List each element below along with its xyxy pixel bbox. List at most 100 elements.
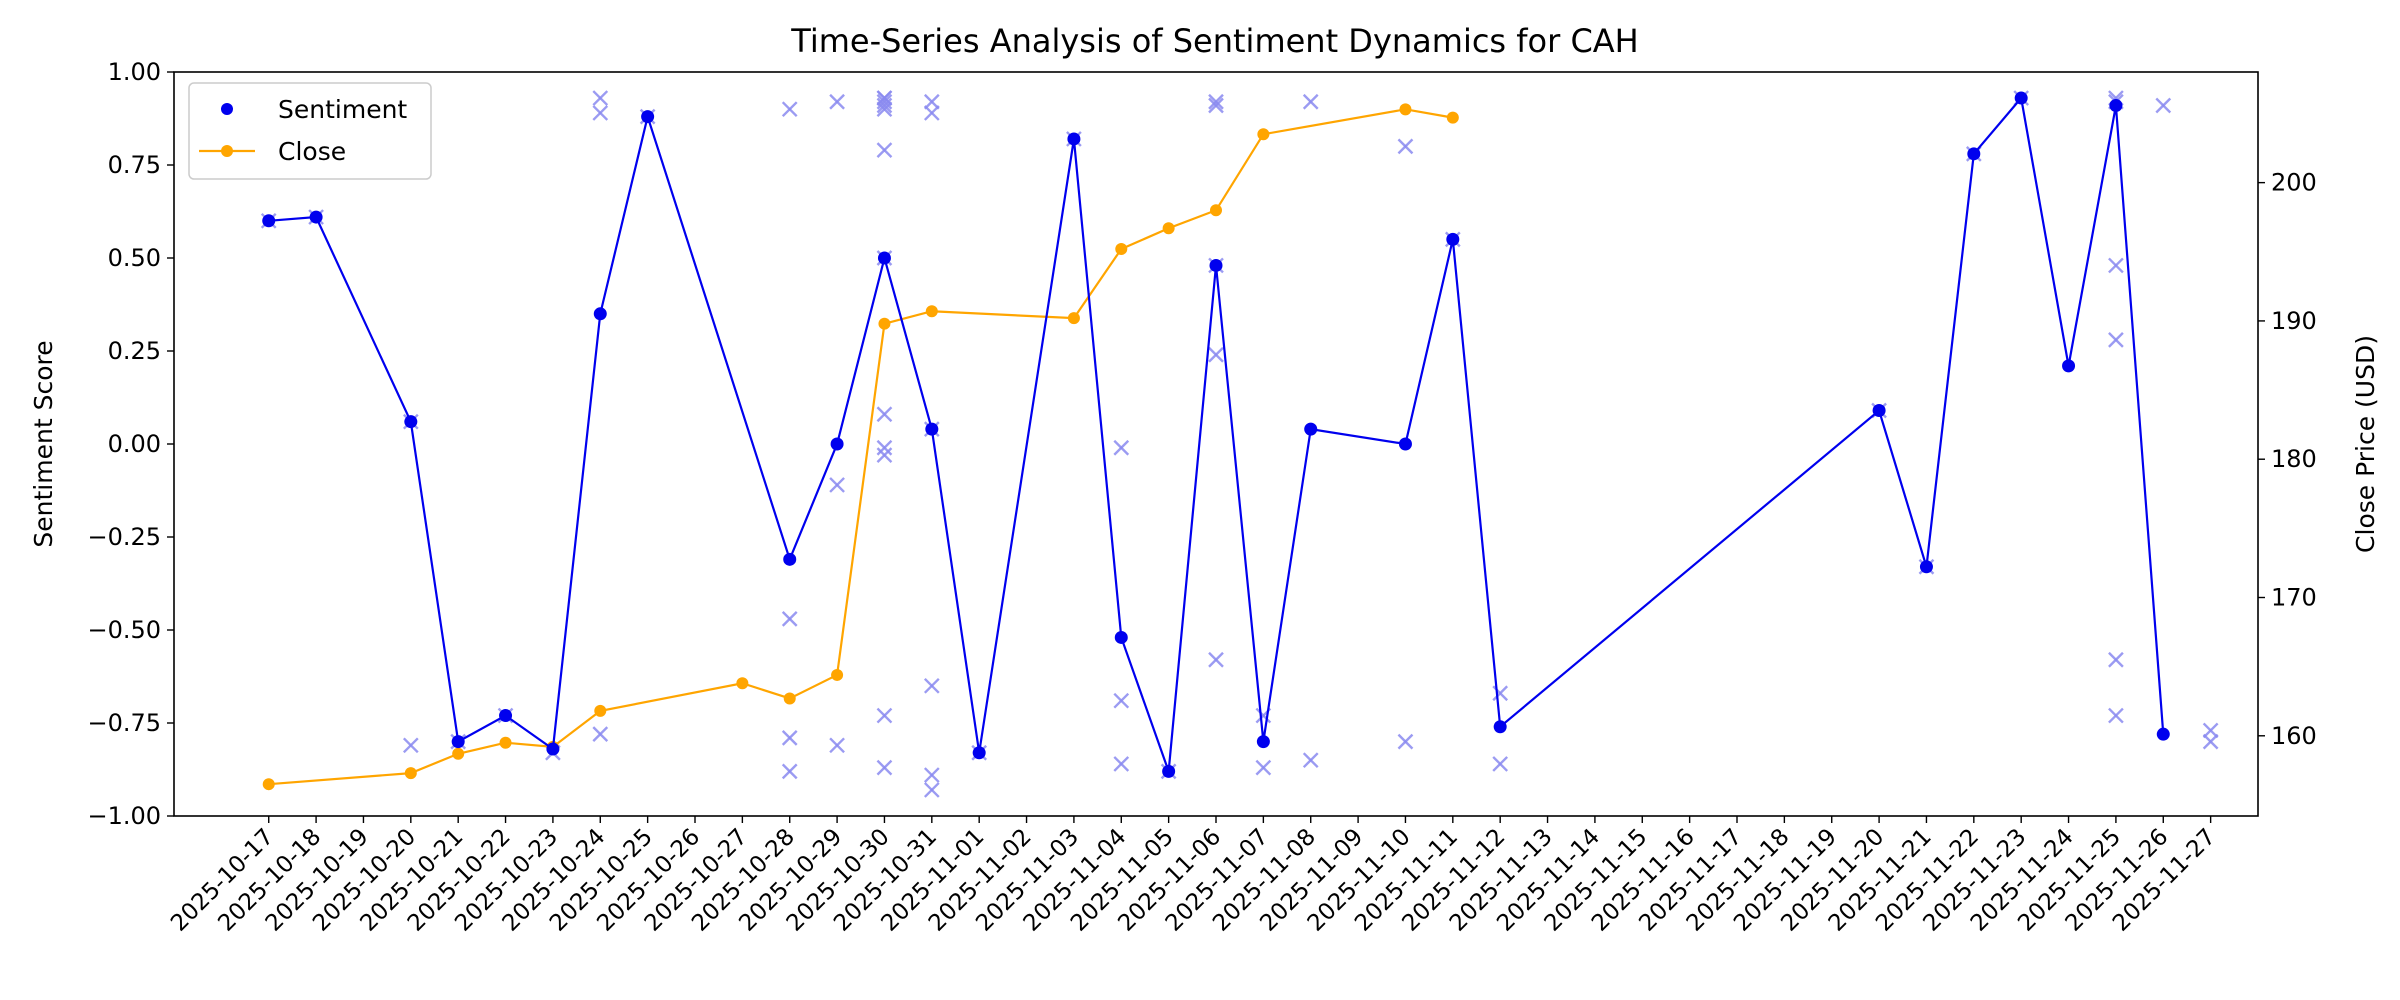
raw-score-stroke [2108,257,2124,274]
sentiment-point [593,307,607,321]
y-right-tick-label: 200 [2271,169,2317,197]
raw-score-marker [1113,692,1130,709]
close-point [1399,103,1412,116]
sentiment-point [877,251,891,265]
raw-score-marker [876,142,893,158]
sentiment-point [404,415,418,429]
raw-score-stroke [592,105,609,121]
raw-score-stroke [923,767,940,783]
raw-score-stroke [2108,651,2124,668]
raw-score-marker [1397,733,1414,750]
close-series [262,103,1459,791]
raw-score-marker [876,759,893,776]
y-left-tick-label: 1.00 [108,58,161,86]
raw-score-stroke [1492,685,1509,702]
sentiment-point [1967,147,1981,161]
sentiment-point [262,214,276,228]
raw-score-stroke [2202,733,2219,750]
close-point [452,747,465,760]
raw-score-stroke [923,782,940,798]
close-point [783,692,796,705]
raw-score-marker [781,101,798,118]
close-point [1257,128,1270,141]
raw-score-stroke [876,406,893,423]
y-right-tick-label: 170 [2271,584,2317,612]
sentiment-point [925,422,939,436]
raw-score-stroke [781,610,798,627]
raw-score-marker [876,406,893,423]
raw-score-stroke [1492,756,1509,772]
raw-score-marker [876,90,893,106]
raw-score-stroke [876,93,893,110]
sentiment-point [499,709,513,723]
y-left-tick-label: 0.25 [108,337,161,365]
y-left-tick-label: −0.25 [87,523,161,551]
raw-score-marker [1208,346,1224,363]
sentiment-series [262,91,2170,778]
raw-score-marker [1397,138,1414,155]
raw-score-stroke [781,730,798,746]
raw-score-marker [2108,707,2124,724]
raw-score-stroke [1302,93,1319,110]
y-left-tick-label: −0.75 [87,709,161,737]
sentiment-point [2156,727,2170,741]
raw-score-marker [876,93,893,110]
sentiment-point [451,735,465,749]
close-point [262,778,275,791]
raw-score-marker [2108,257,2124,274]
raw-score-stroke [1208,93,1224,110]
raw-score-stroke [2155,97,2172,114]
raw-score-marker [592,90,609,106]
raw-score-marker [1302,93,1319,110]
raw-score-stroke [876,447,893,464]
raw-score-marker [829,477,845,493]
raw-score-marker [829,737,845,754]
close-point [404,767,417,780]
close-point [1115,243,1128,256]
raw-score-stroke [876,97,893,114]
raw-score-stroke [923,677,940,694]
raw-score-marker [876,101,893,118]
sentiment-point [1162,764,1176,778]
raw-score-stroke [1302,752,1319,769]
raw-score-stroke [1255,759,1272,776]
legend-sentiment-marker [221,103,233,115]
raw-score-marker [1255,759,1272,776]
close-point [925,305,938,318]
sentiment-point [1209,258,1223,272]
raw-score-marker [781,763,798,780]
raw-score-stroke [1208,97,1224,114]
raw-score-marker [876,439,893,456]
raw-score-stroke [1208,346,1224,363]
raw-score-marker [2108,331,2124,348]
raw-score-stroke [1113,439,1130,456]
sentiment-point [1256,735,1270,749]
close-point [831,668,844,681]
close-point [499,736,512,749]
raw-score-marker [2202,733,2219,750]
raw-score-marker [876,447,893,464]
y-left-tick-label: 0.50 [108,244,161,272]
y-right-tick-label: 180 [2271,445,2317,473]
sentiment-point [783,552,797,566]
raw-score-marker [923,677,940,694]
sentiment-point [1919,560,1933,574]
raw-score-stroke [829,93,845,110]
raw-score-stroke [876,90,893,106]
raw-score-stroke [1113,692,1130,709]
sentiment-point [1398,437,1412,451]
raw-score-stroke [402,737,419,754]
legend-close-marker [221,145,233,157]
close-point [1210,204,1222,217]
sentiment-point [1872,404,1886,418]
sentiment-point [2014,91,2028,105]
raw-score-marker [2202,722,2219,739]
close-point [878,317,891,330]
sentiment-point [1304,422,1318,436]
raw-score-stroke [2202,722,2219,739]
legend-box [188,82,432,180]
sentiment-point [641,110,655,124]
raw-score-marker [2108,651,2124,668]
raw-score-marker [402,737,419,754]
